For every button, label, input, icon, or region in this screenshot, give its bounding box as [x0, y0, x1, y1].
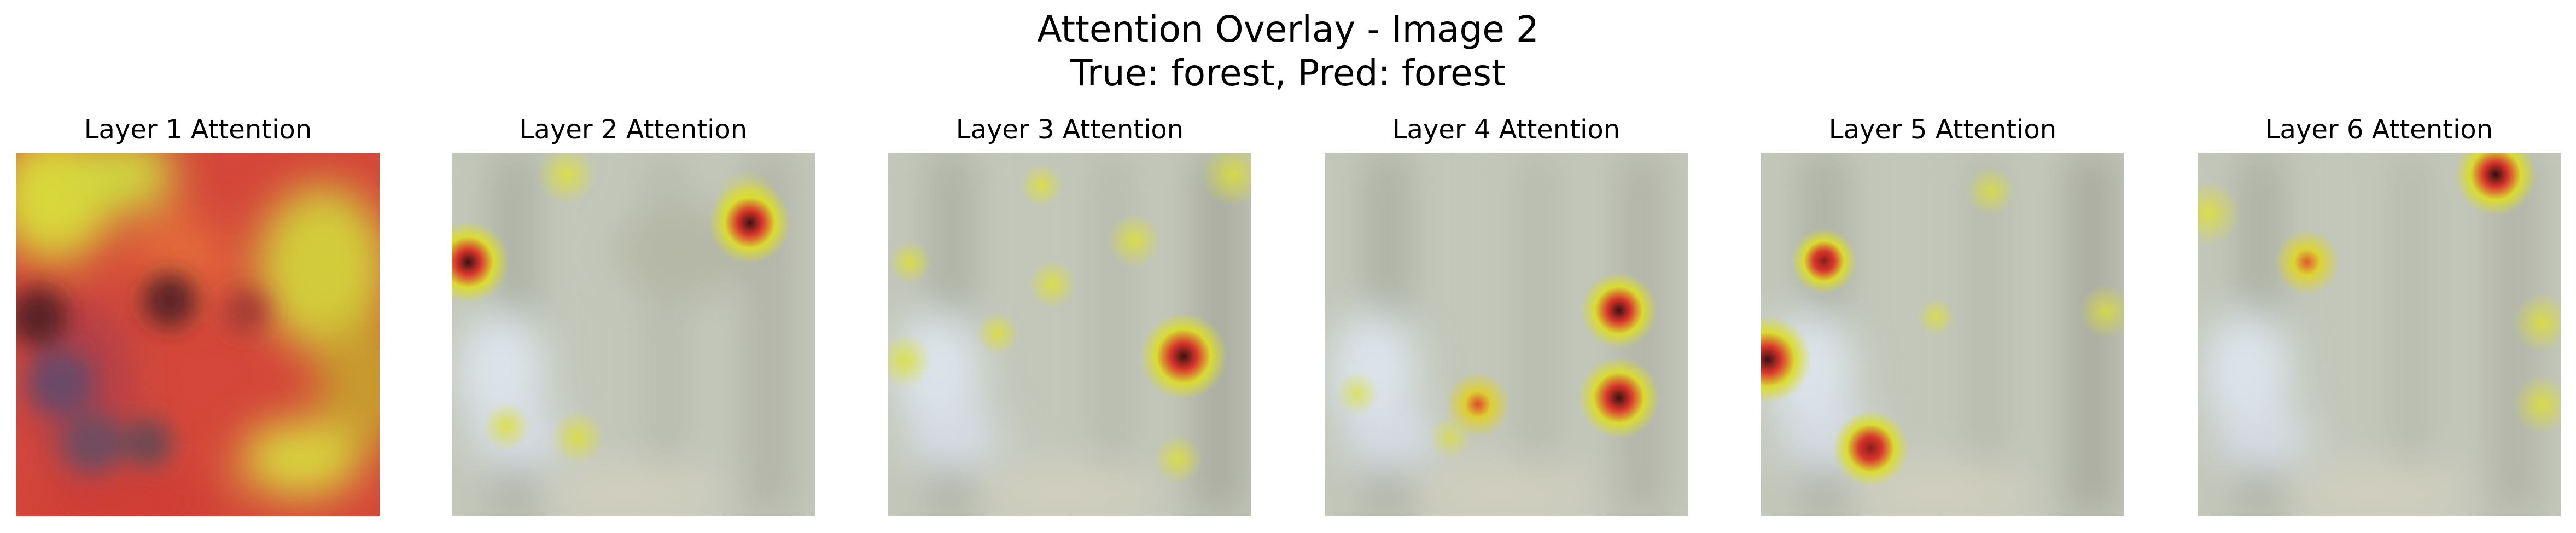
- attention-map-layer-2: [452, 153, 815, 516]
- attention-map-layer-1: [16, 153, 380, 516]
- figure-title-line1: Attention Overlay - Image 2: [1037, 8, 1539, 50]
- panel-title-layer-6: Layer 6 Attention: [2265, 114, 2493, 145]
- panel-title-layer-3: Layer 3 Attention: [955, 114, 1184, 145]
- figure-suptitle: Attention Overlay - Image 2 True: forest…: [0, 8, 2576, 95]
- attention-map-layer-6: [2198, 153, 2561, 516]
- panel-title-layer-1: Layer 1 Attention: [84, 114, 312, 145]
- attention-map-layer-5: [1761, 153, 2124, 516]
- panel-title-layer-2: Layer 2 Attention: [519, 114, 748, 145]
- figure-title-line2: True: forest, Pred: forest: [1070, 52, 1506, 94]
- panel-title-layer-5: Layer 5 Attention: [1828, 114, 2057, 145]
- attention-map-layer-4: [1325, 153, 1688, 516]
- panel-title-layer-4: Layer 4 Attention: [1392, 114, 1621, 145]
- attention-map-layer-3: [888, 153, 1251, 516]
